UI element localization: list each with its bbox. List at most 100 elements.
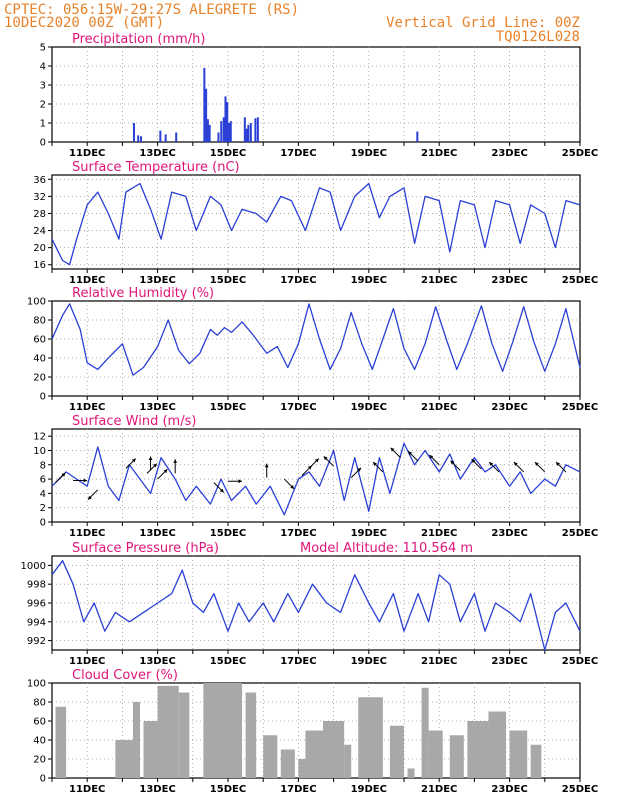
cloud-cloud-block [245, 692, 257, 778]
precip-bar [164, 134, 167, 142]
wind-xtick-label: 13DEC [139, 528, 175, 539]
wind-arrow-head [357, 467, 361, 472]
wind-ytick-label: 2 [40, 503, 46, 514]
precip-xtick-label: 23DEC [491, 148, 527, 159]
cloud-ytick-label: 60 [33, 717, 46, 728]
cloud-cloud-block [358, 697, 383, 778]
cloud-cloud-block [203, 683, 243, 778]
header-code: TQ0126L028 [496, 29, 580, 45]
cloud-ytick-label: 40 [33, 736, 46, 747]
wind-xtick-label: 23DEC [491, 528, 527, 539]
wind-arrow-head [290, 485, 295, 489]
cloud-cloud-block [389, 725, 404, 778]
cloud-cloud-block [449, 735, 464, 778]
pressure-subtitle: Model Altitude: 110.564 m [300, 541, 473, 556]
header-station: CPTEC: 056:15W-29:27S ALEGRETE (RS) [4, 2, 299, 18]
precip-bar [205, 88, 208, 142]
precip-bar [247, 124, 250, 142]
cloud-cloud-block [323, 721, 345, 778]
precip-panel: Precipitation (mm/h) 11DEC 13DEC 15DEC 17DEC… [40, 32, 599, 159]
rh-ytick-label: 20 [33, 373, 46, 384]
temp-series-line [51, 182, 581, 266]
cloud-ytick-label: 100 [27, 679, 46, 690]
temp-xtick-label: 19DEC [351, 275, 387, 286]
pressure-xtick-label: 19DEC [351, 656, 387, 667]
wind-panel: Surface Wind (m/s) 11DEC 13DEC 15DEC 17DEC 19… [33, 414, 598, 539]
cloud-xtick-label: 17DEC [280, 784, 316, 795]
precip-xtick-label: 25DEC [562, 148, 598, 159]
cloud-ytick-label: 80 [33, 698, 46, 709]
cloud-cloud-block [407, 768, 415, 778]
precip-xtick-label: 11DEC [69, 148, 105, 159]
temp-xtick-label: 13DEC [139, 275, 175, 286]
precip-bar [243, 117, 246, 142]
rh-series-line [51, 303, 581, 376]
precip-bar [416, 131, 419, 142]
precip-bar [206, 119, 209, 142]
temp-xtick-label: 15DEC [210, 275, 246, 286]
rh-ytick-label: 60 [33, 335, 46, 346]
temp-xtick-label: 21DEC [421, 275, 457, 286]
wind-arrow-head [535, 462, 539, 466]
wind-title: Surface Wind (m/s) [72, 414, 196, 429]
wind-arrow-head [429, 455, 434, 459]
rh-xtick-label: 19DEC [351, 402, 387, 413]
rh-ytick-label: 80 [33, 316, 46, 327]
wind-arrow-head [148, 456, 153, 460]
cloud-xtick-label: 15DEC [210, 784, 246, 795]
cloud-cloud-block [115, 740, 133, 778]
precip-ytick-label: 5 [40, 43, 46, 54]
pressure-ytick-label: 1000 [21, 561, 46, 572]
wind-ytick-label: 8 [40, 460, 46, 471]
wind-arrow-head [373, 462, 377, 466]
precip-xtick-label: 21DEC [421, 148, 457, 159]
wind-arrow-head [88, 495, 92, 500]
rh-xtick-label: 17DEC [280, 402, 316, 413]
precip-bar [228, 123, 230, 142]
pressure-title: Surface Pressure (hPa) [72, 541, 219, 556]
wind-arrow-head [513, 462, 518, 466]
temp-ytick-label: 20 [33, 243, 46, 254]
wind-arrow-head [471, 459, 476, 464]
cloud-xtick-label: 25DEC [562, 784, 598, 795]
cloud-cloud-block [178, 692, 190, 778]
pressure-ytick-label: 994 [27, 617, 46, 628]
cloud-xtick-label: 23DEC [491, 784, 527, 795]
precip-title: Precipitation (mm/h) [72, 32, 205, 47]
precip-bar [224, 96, 227, 142]
rh-ytick-label: 0 [40, 392, 46, 403]
temp-ytick-label: 28 [33, 209, 46, 220]
precip-xtick-label: 19DEC [351, 148, 387, 159]
pressure-xtick-label: 11DEC [69, 656, 105, 667]
precip-ytick-label: 1 [40, 119, 46, 130]
precip-bar [256, 117, 259, 142]
cloud-xtick-label: 13DEC [139, 784, 175, 795]
temp-ytick-label: 36 [33, 175, 46, 186]
wind-arrow-head [163, 469, 168, 474]
pressure-ytick-label: 992 [27, 636, 46, 647]
pressure-xtick-label: 21DEC [421, 656, 457, 667]
cloud-xtick-label: 21DEC [421, 784, 457, 795]
wind-frame [51, 428, 581, 523]
precip-bar [249, 123, 252, 142]
pressure-xtick-label: 13DEC [139, 656, 175, 667]
rh-xtick-label: 21DEC [421, 402, 457, 413]
precip-ytick-label: 2 [40, 100, 46, 111]
pressure-xtick-label: 17DEC [280, 656, 316, 667]
precip-bar [208, 124, 211, 142]
precip-ytick-label: 3 [40, 81, 46, 92]
cloud-cloud-block [55, 706, 67, 778]
precip-bar [217, 132, 220, 142]
precip-bar [222, 117, 225, 142]
rh-ytick-label: 100 [27, 297, 46, 308]
cloud-cloud-block [467, 721, 489, 778]
wind-arrow-head [173, 459, 178, 463]
wind-series-line [51, 442, 581, 516]
temp-xtick-label: 25DEC [562, 275, 598, 286]
cloud-cloud-block [263, 735, 278, 778]
rh-ytick-label: 40 [33, 354, 46, 365]
rh-xtick-label: 11DEC [69, 402, 105, 413]
wind-ytick-label: 0 [40, 518, 46, 529]
cloud-cloud-block [344, 744, 352, 778]
